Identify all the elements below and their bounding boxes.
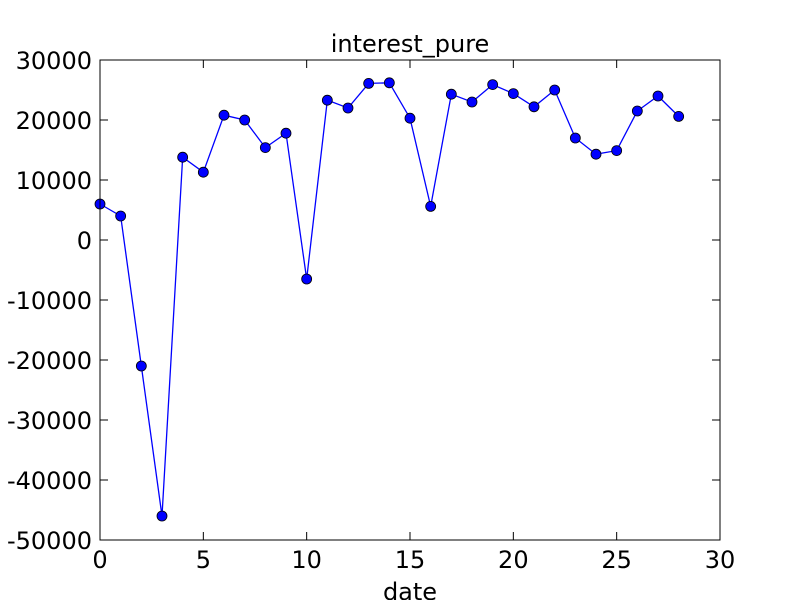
x-tick-label: 10: [291, 546, 322, 574]
data-point: [259, 142, 271, 154]
x-axis-label: date: [383, 578, 437, 600]
ticks-layer: 0 5 10 15 20 25 30 -50000 -40000 -30000 -20000 -100…: [7, 47, 735, 574]
data-point: [197, 166, 209, 178]
data-point: [218, 109, 230, 121]
data-point: [135, 360, 147, 372]
data-point: [652, 90, 664, 102]
data-point: [611, 145, 623, 157]
data-point: [590, 148, 602, 160]
y-tick-label: -10000: [7, 287, 92, 315]
data-point: [115, 210, 127, 222]
data-point: [507, 88, 519, 99]
y-tick-label: 20000: [16, 107, 92, 135]
data-point: [239, 114, 251, 126]
data-point: [404, 112, 416, 124]
x-tick-label: 25: [601, 546, 632, 574]
y-tick-label: -50000: [7, 527, 92, 555]
series-line: [99, 82, 680, 517]
data-point: [363, 78, 375, 89]
y-tick-label: -30000: [7, 407, 92, 435]
data-point: [631, 105, 643, 117]
y-tick-label: 10000: [16, 167, 92, 195]
y-tick-label: 0: [77, 227, 92, 255]
data-point: [177, 151, 189, 163]
data-point: [466, 96, 478, 108]
x-tick-label: 15: [395, 546, 426, 574]
x-tick-label: 5: [196, 546, 211, 574]
data-point: [673, 111, 685, 122]
data-point: [569, 132, 581, 144]
x-tick-label: 30: [705, 546, 736, 574]
data-point: [280, 127, 292, 139]
y-tick-label: 30000: [16, 47, 92, 75]
data-point: [445, 88, 457, 100]
x-tick-label: 0: [92, 546, 107, 574]
y-tick-label: -20000: [7, 347, 92, 375]
data-point: [321, 94, 333, 106]
series-layer: [94, 77, 685, 522]
data-point: [549, 84, 561, 96]
x-tick-label: 20: [498, 546, 529, 574]
y-tick-label: -40000: [7, 467, 92, 495]
chart-title: interest_pure: [331, 30, 490, 58]
data-point: [487, 79, 499, 90]
data-point: [301, 273, 313, 285]
data-point: [528, 101, 540, 113]
data-point: [425, 200, 437, 212]
data-point: [383, 77, 395, 89]
data-point: [156, 510, 168, 522]
data-point: [342, 102, 354, 114]
